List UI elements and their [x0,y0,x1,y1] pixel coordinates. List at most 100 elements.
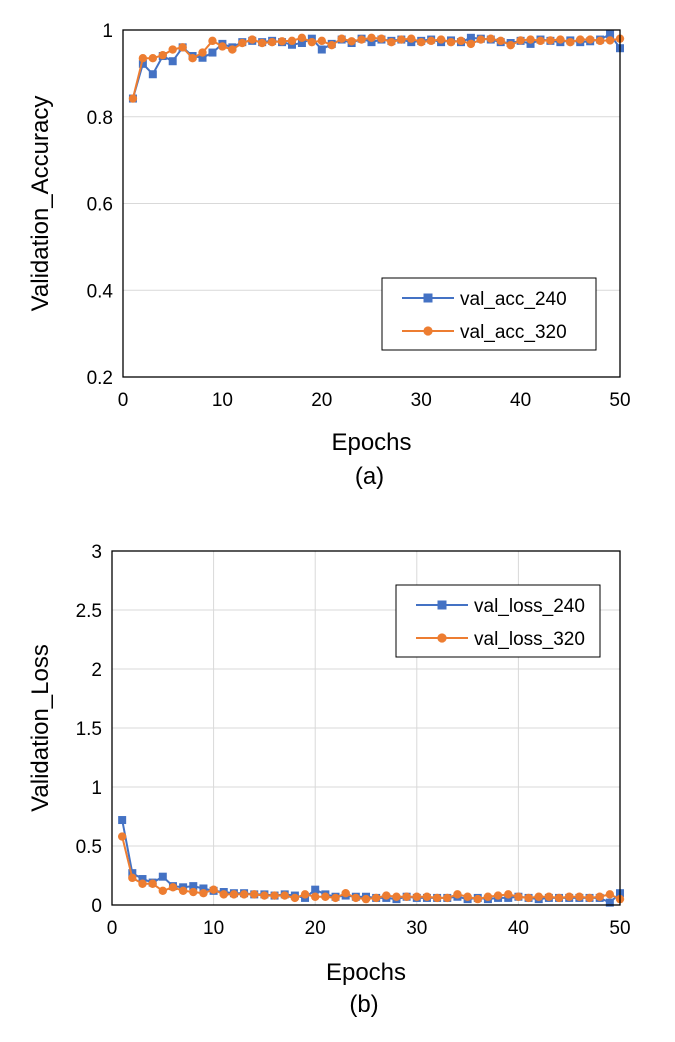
point-val_acc_320 [138,53,148,63]
point-val_acc_320 [297,33,307,43]
point-val_loss_320 [300,890,310,899]
y-tick-label: 0.6 [87,195,113,216]
point-val_loss_320 [504,890,513,899]
point-val_loss_320 [158,886,167,896]
point-val_loss_240 [189,882,198,891]
y-tick-label: 0 [91,896,102,917]
point-val_loss_320 [219,890,228,899]
legend-label: val_acc_320 [460,322,567,343]
point-val_acc_320 [277,37,287,46]
point-val_loss_320 [493,891,503,900]
point-val_acc_240 [297,39,306,48]
point-val_loss_320 [534,892,543,901]
legend-marker-val_loss_240 [437,600,447,610]
point-val_acc_240 [148,70,157,79]
chart-b: 00.511.522.530 10 20 30 40 50Validation_LossE… [27,542,631,1018]
point-val_loss_320 [595,892,604,901]
point-val_acc_320 [337,34,346,43]
x-tick-label: 40 [508,918,529,939]
point-val_loss_320 [453,890,462,899]
point-val_loss_320 [422,892,432,901]
point-val_loss_320 [280,891,289,900]
point-val_acc_320 [417,37,426,47]
point-val_acc_320 [556,35,565,44]
point-val_acc_320 [128,94,138,103]
point-val_loss_320 [412,892,421,901]
point-val_loss_320 [382,891,391,900]
point-val_loss_320 [199,889,208,898]
point-val_acc_240 [317,45,326,54]
legend-box [381,277,597,351]
point-val_acc_240 [466,33,475,42]
y-tick-label: 2 [91,660,102,681]
point-val_acc_320 [248,35,257,44]
point-val_loss_320 [361,894,371,904]
point-val_acc_320 [426,36,436,46]
chart-a: 0.20.40.60.810 10 20 30 40 50Validation_Accur… [27,21,631,490]
point-val_acc_320 [188,53,197,63]
point-val_acc_320 [605,36,615,45]
point-val_loss_320 [554,893,564,903]
point-val_loss_320 [250,890,259,899]
point-val_loss_240 [158,872,167,881]
x-tick-label: 10 [203,918,224,939]
point-val_loss_320 [514,892,523,901]
point-val_loss_320 [178,886,188,896]
legend-label: val_acc_240 [460,289,567,310]
point-val_acc_320 [218,42,227,51]
legend-marker-val_loss_320 [437,633,447,643]
point-val_loss_320 [260,891,269,900]
point-val_loss_320 [331,893,340,903]
point-val_loss_320 [239,890,249,899]
point-val_acc_240 [526,39,535,48]
point-val_loss_320 [148,879,157,888]
point-val_acc_320 [357,35,366,44]
point-val_acc_320 [367,33,376,43]
x-tick-label: 0 [107,918,118,939]
point-val_acc_320 [287,36,297,46]
point-val_acc_240 [367,38,376,47]
point-val_acc_320 [436,35,446,44]
legend-marker-val_acc_320 [423,326,433,336]
point-val_loss_320 [351,893,361,903]
x-tick-label: 20 [305,918,326,939]
x-tick-label: 50 [609,390,630,411]
legend: val_acc_240 val_acc_320 [381,277,597,351]
point-val_loss_320 [371,893,381,903]
y-axis-label: Validation_Accuracy [27,96,54,312]
point-val_loss_320 [209,885,218,894]
plot-area [111,550,621,906]
point-val_acc_320 [387,37,396,47]
point-val_loss_320 [290,893,300,903]
point-val_loss_320 [463,892,472,901]
point-val_acc_320 [327,40,336,50]
point-val_acc_320 [407,34,416,43]
y-tick-label: 3 [91,542,102,563]
point-val_acc_320 [526,35,535,44]
legend: val_loss_240 val_loss_320 [395,584,601,658]
y-tick-label: 0.5 [76,837,102,858]
point-val_acc_320 [158,50,167,60]
point-val_acc_320 [208,36,217,46]
point-val_acc_320 [506,40,515,50]
y-tick-label: 1 [91,778,102,799]
y-tick-label: 1.5 [76,719,102,740]
point-val_loss_320 [189,887,198,897]
chart-caption: (a) [355,463,384,490]
point-val_acc_320 [466,39,476,49]
point-val_acc_320 [536,36,545,46]
point-val_loss_320 [605,890,615,899]
point-val_acc_320 [585,35,595,44]
point-val_acc_320 [566,37,575,47]
x-axis-label: Epochs [331,429,411,456]
point-val_acc_320 [456,36,466,46]
point-val_loss_320 [544,892,554,901]
point-val_acc_320 [516,36,525,45]
point-val_loss_320 [483,892,493,901]
point-val_acc_320 [546,36,555,45]
x-tick-label: 0 [118,390,129,411]
point-val_acc_320 [148,53,158,63]
point-val_acc_320 [476,35,486,44]
point-val_acc_320 [257,38,267,48]
